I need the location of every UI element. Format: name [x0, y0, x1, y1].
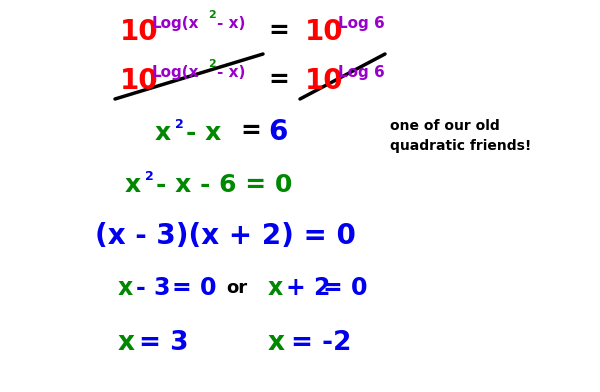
Text: =: = — [268, 68, 289, 92]
Text: =: = — [240, 119, 261, 143]
Text: - x - 6 = 0: - x - 6 = 0 — [156, 173, 292, 197]
Text: (x - 3)(x + 2) = 0: (x - 3)(x + 2) = 0 — [95, 222, 356, 250]
Text: 10: 10 — [305, 67, 344, 95]
Text: - 3: - 3 — [136, 276, 170, 300]
Text: x: x — [118, 276, 133, 300]
Text: + 2: + 2 — [286, 276, 331, 300]
Text: 6: 6 — [268, 118, 287, 146]
Text: Log 6: Log 6 — [338, 16, 385, 31]
Text: x: x — [268, 276, 283, 300]
Text: - x): - x) — [217, 65, 245, 80]
Text: 2: 2 — [208, 10, 216, 20]
Text: 2: 2 — [175, 118, 184, 131]
Text: x: x — [268, 330, 285, 356]
Text: 10: 10 — [120, 67, 158, 95]
Text: quadratic friends!: quadratic friends! — [390, 139, 532, 153]
Text: or: or — [226, 279, 247, 297]
Text: = 0: = 0 — [323, 276, 367, 300]
Text: one of our old: one of our old — [390, 119, 500, 133]
Text: 2: 2 — [208, 59, 216, 69]
Text: 2: 2 — [145, 170, 154, 183]
Text: Log 6: Log 6 — [338, 65, 385, 80]
Text: 10: 10 — [120, 18, 158, 46]
Text: x: x — [125, 173, 141, 197]
Text: - x): - x) — [217, 16, 245, 31]
Text: = 0: = 0 — [172, 276, 217, 300]
Text: Log(x: Log(x — [152, 16, 199, 31]
Text: x: x — [155, 121, 171, 145]
Text: = 3: = 3 — [139, 330, 188, 356]
Text: x: x — [118, 330, 135, 356]
Text: Log(x: Log(x — [152, 65, 199, 80]
Text: 10: 10 — [305, 18, 344, 46]
Text: - x: - x — [186, 121, 221, 145]
Text: =: = — [268, 19, 289, 43]
Text: = -2: = -2 — [291, 330, 352, 356]
